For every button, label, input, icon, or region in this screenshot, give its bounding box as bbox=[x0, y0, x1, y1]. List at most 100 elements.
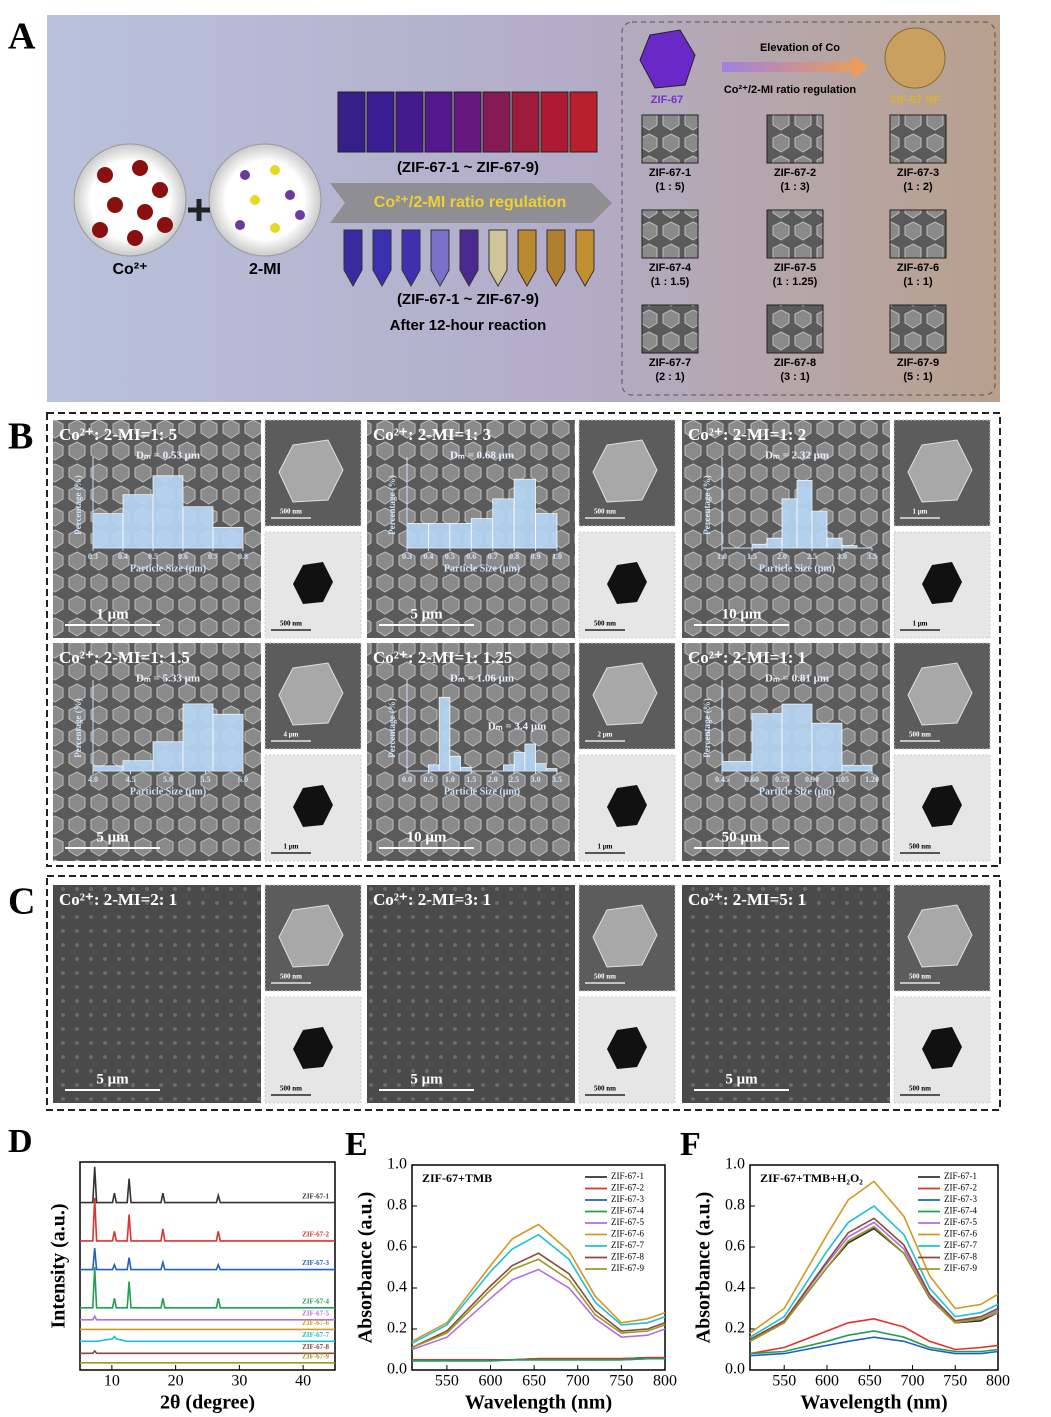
particle bbox=[592, 904, 658, 968]
condition-label: Co²⁺: 2-MI=1: 3 bbox=[373, 425, 491, 444]
y-tick-label: 0.8 bbox=[387, 1197, 407, 1214]
x-tick-label: 750 bbox=[609, 1373, 633, 1390]
zif67-nf bbox=[884, 27, 946, 89]
histogram-bar bbox=[460, 766, 472, 772]
histogram-tick-label: 0.5 bbox=[148, 552, 158, 561]
histogram-tick-label: 0.45 bbox=[715, 775, 729, 784]
sem-thumbnail bbox=[889, 304, 947, 354]
histogram-bar bbox=[438, 696, 451, 772]
legend-label: ZIF-67-3 bbox=[944, 1194, 977, 1204]
histogram-annotation: Dₘ = 2.32 μm bbox=[765, 450, 829, 462]
histogram-tick-label: 3.5 bbox=[867, 552, 877, 561]
series-label: ZIF-67-4 bbox=[302, 1297, 329, 1305]
sample-ratio: (1 : 2) bbox=[903, 181, 933, 193]
sem-thumbnail bbox=[766, 304, 824, 354]
histogram-bar bbox=[781, 498, 798, 549]
histogram-bar bbox=[92, 765, 124, 772]
panel-label: F bbox=[680, 1126, 701, 1163]
histogram-y-label: Percentage (%) bbox=[702, 698, 712, 758]
histogram-bar bbox=[470, 518, 494, 549]
trend-title: Elevation of Co bbox=[760, 42, 840, 54]
histogram-bar bbox=[182, 506, 214, 549]
scale-label: 1 μm bbox=[597, 843, 612, 851]
sample-name: ZIF-67-5 bbox=[774, 262, 816, 274]
x-axis-label: 2θ (degree) bbox=[160, 1392, 255, 1414]
x-tick-label: 20 bbox=[168, 1373, 184, 1390]
x-tick-label: 700 bbox=[566, 1373, 590, 1390]
arrow-text: Co²⁺/2-MI ratio regulation bbox=[374, 194, 566, 211]
scale-label: 5 μm bbox=[96, 829, 129, 845]
scale-label: 500 nm bbox=[594, 620, 616, 628]
plot-frame bbox=[411, 1164, 666, 1371]
sample-name: ZIF-67-2 bbox=[774, 167, 816, 179]
sem-image bbox=[367, 643, 575, 861]
legend-label: ZIF-67-6 bbox=[611, 1229, 644, 1239]
series-line bbox=[80, 1349, 335, 1355]
scale-label: 500 nm bbox=[909, 1085, 931, 1093]
legend-label: ZIF-67-5 bbox=[611, 1217, 644, 1227]
histogram-x-label: Particle Size (μm) bbox=[759, 786, 835, 797]
panel-label: A bbox=[8, 16, 36, 58]
histogram-tick-label: 4.0 bbox=[88, 775, 98, 784]
sem-thumbnail bbox=[766, 209, 824, 259]
series-line bbox=[80, 1267, 335, 1309]
scale-label: 5 μm bbox=[725, 1071, 758, 1087]
series-line bbox=[80, 1248, 335, 1271]
particle bbox=[907, 439, 973, 503]
histogram-bar bbox=[503, 764, 515, 772]
histogram-bar bbox=[721, 761, 753, 772]
panel-c-box bbox=[46, 875, 1001, 1111]
sample-ratio: (1 : 1.25) bbox=[773, 276, 818, 288]
histogram-annotation: Dₘ = 0.53 μm bbox=[136, 450, 200, 462]
y-axis-label: Absorbance (a.u.) bbox=[355, 1192, 377, 1344]
x-axis-label: Wavelength (nm) bbox=[465, 1392, 612, 1414]
reagent-label: 2-MI bbox=[249, 261, 281, 278]
scale-label: 500 nm bbox=[594, 508, 616, 516]
sem-image bbox=[682, 885, 890, 1103]
y-tick-label: 0.4 bbox=[725, 1279, 745, 1296]
y-tick-label: 0.6 bbox=[387, 1238, 407, 1255]
histogram-tick-label: 0.0 bbox=[402, 775, 412, 784]
vial bbox=[453, 91, 482, 153]
sample-ratio: (5 : 1) bbox=[903, 371, 933, 383]
histogram-tick-label: 0.5 bbox=[423, 775, 433, 784]
particle bbox=[293, 785, 333, 827]
reagent-label: Co²⁺ bbox=[112, 261, 147, 278]
legend-label: ZIF-67-4 bbox=[944, 1206, 977, 1216]
sample-name: ZIF-67-1 bbox=[649, 167, 691, 179]
histogram-x-label: Particle Size (μm) bbox=[130, 786, 206, 797]
co-ion bbox=[132, 160, 148, 176]
caption: (ZIF-67-1 ~ ZIF-67-9) bbox=[397, 291, 539, 308]
sem-image bbox=[53, 885, 261, 1103]
histogram-tick-label: 0.5 bbox=[445, 552, 455, 561]
histogram-bar bbox=[428, 764, 440, 772]
series-line bbox=[80, 1314, 335, 1321]
scale-label: 500 nm bbox=[594, 973, 616, 981]
histogram-tick-label: 0.7 bbox=[488, 552, 498, 561]
scale-label: 5 μm bbox=[96, 1071, 129, 1087]
histogram-tick-label: 1.5 bbox=[747, 552, 757, 561]
particle bbox=[592, 439, 658, 503]
histogram-x-label: Particle Size (μm) bbox=[130, 563, 206, 574]
vial bbox=[511, 91, 540, 153]
series-line bbox=[411, 1233, 666, 1345]
regulation-arrow bbox=[330, 183, 612, 223]
histogram-bar bbox=[535, 763, 547, 772]
histogram-tick-label: 1.05 bbox=[835, 775, 849, 784]
x-tick-label: 600 bbox=[479, 1373, 503, 1390]
mi-atom bbox=[250, 195, 260, 205]
co-ion bbox=[97, 167, 113, 183]
histogram-tick-label: 1.0 bbox=[552, 552, 562, 561]
x-tick-label: 800 bbox=[986, 1373, 1010, 1390]
histogram-y-label: Percentage (%) bbox=[702, 475, 712, 535]
trend-subtitle: Co²⁺/2-MI ratio regulation bbox=[724, 84, 857, 96]
co-ion bbox=[157, 217, 173, 233]
mi-atom bbox=[285, 190, 295, 200]
series-line bbox=[411, 1258, 666, 1349]
histogram-bar bbox=[122, 760, 154, 772]
histogram-annotation: Dₘ = 5.33 μm bbox=[136, 673, 200, 685]
histogram-tick-label: 0.3 bbox=[88, 552, 98, 561]
vial bbox=[482, 91, 511, 153]
legend-label: ZIF-67-2 bbox=[611, 1183, 644, 1193]
